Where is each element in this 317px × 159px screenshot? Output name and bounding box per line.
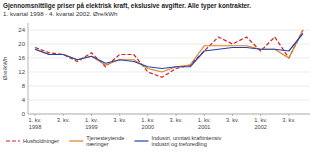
y-axis-label: Øre/kWh <box>2 57 8 81</box>
x-tick <box>147 114 148 116</box>
x-tick <box>176 114 177 116</box>
x-tick-label: 3. kv. <box>170 117 183 123</box>
x-tick-label: 3. kv. <box>226 117 239 123</box>
subtitle: 1. kvartal 1998 - 4. kvartal 2002. Øre/k… <box>3 10 118 17</box>
x-tick-label: 3. kv. <box>113 117 126 123</box>
y-axis-line <box>28 23 29 114</box>
legend-label: Industri, unntatt kraftintensivindustri … <box>151 135 221 147</box>
series-line <box>35 30 303 77</box>
y-tick-label: 16 <box>18 55 25 61</box>
y-tick-label: 4 <box>22 97 26 103</box>
chart: Gjennomsnittlige priser på elektrisk kra… <box>0 0 317 159</box>
grid-line <box>28 30 310 31</box>
x-tick-label: 1. kv.2001 <box>198 117 211 130</box>
y-tick-label: 8 <box>22 83 26 89</box>
grid-line <box>28 86 310 87</box>
legend-label: Husholdninger <box>23 138 59 144</box>
legend-swatch <box>6 140 20 141</box>
grid-line <box>28 100 310 101</box>
x-tick-label: 1. kv.1999 <box>85 117 98 130</box>
x-tick <box>63 114 64 116</box>
x-tick-label: 3. kv. <box>57 117 70 123</box>
x-tick-label: 1. kv.1998 <box>29 117 42 130</box>
y-axis: 0 4 8 12 16 20 24 Øre/kWh <box>2 23 28 117</box>
x-tick <box>91 114 92 116</box>
x-tick <box>35 114 36 116</box>
grid <box>28 30 310 114</box>
legend-swatch <box>69 140 83 141</box>
x-tick <box>119 114 120 116</box>
x-tick <box>232 114 233 116</box>
grid-line <box>28 114 310 115</box>
x-axis: 1. kv.1998 3. kv. 1. kv.1999 3. kv. 1. kv.20… <box>28 114 310 130</box>
x-tick <box>260 114 261 116</box>
x-axis-line <box>28 114 310 115</box>
legend-label: Tjenesteytendenæringer <box>86 135 124 147</box>
chart-container: Gjennomsnittlige priser på elektrisk kra… <box>0 0 317 159</box>
title: Gjennomsnittlige priser på elektrisk kra… <box>3 2 251 10</box>
legend-swatch <box>134 140 148 141</box>
y-tick-label: 12 <box>18 69 25 75</box>
x-tick <box>204 114 205 116</box>
series-line <box>35 34 303 69</box>
grid-line <box>28 72 310 73</box>
y-tick-label: 0 <box>22 111 26 117</box>
x-tick-label: 3. kv. <box>282 117 295 123</box>
x-tick-label: 1. kv.2002 <box>254 117 267 130</box>
x-tick <box>288 114 289 116</box>
y-tick-label: 20 <box>18 41 25 47</box>
y-tick-label: 24 <box>18 27 25 33</box>
series-group <box>35 30 303 77</box>
series-line <box>35 30 303 72</box>
x-tick-label: 1. kv.2000 <box>141 117 154 130</box>
legend: Husholdninger Tjenesteytendenæringer Indus… <box>6 135 222 147</box>
